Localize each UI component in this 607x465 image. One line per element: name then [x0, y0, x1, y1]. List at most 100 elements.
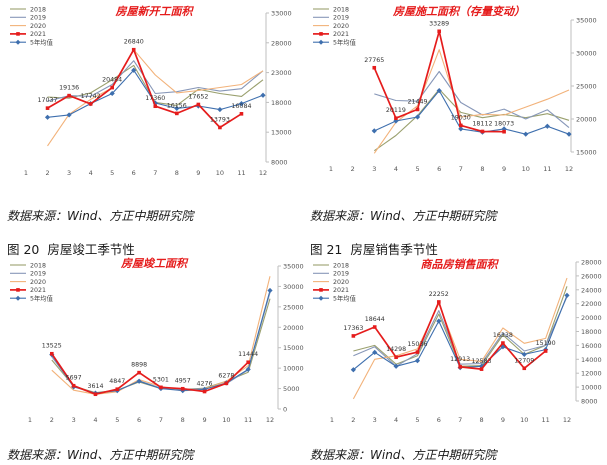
legend-label: 2020	[30, 279, 46, 286]
figure-title: 房屋竣工季节性	[47, 242, 135, 257]
x-tick-label: 6	[437, 416, 441, 424]
data-point-2021	[543, 349, 548, 353]
x-tick-label: 8	[480, 165, 484, 173]
x-tick-label: 9	[196, 169, 200, 177]
y-tick-label: 28000	[581, 259, 602, 267]
legend-label: 2019	[30, 15, 46, 22]
x-tick-label: 10	[222, 416, 230, 424]
data-point-2021	[522, 366, 527, 371]
series-line-2020	[352, 277, 568, 400]
legend-label: 5年均值	[333, 294, 357, 303]
y-tick-label: 10000	[581, 384, 602, 392]
x-tick-label: 12	[266, 416, 274, 424]
data-point-2021	[45, 106, 50, 110]
data-point-2021	[415, 350, 420, 354]
data-point-avg	[371, 128, 377, 134]
data-label: 15036	[407, 341, 427, 348]
data-label: 22252	[429, 291, 449, 298]
x-tick-label: 1	[24, 169, 28, 177]
data-point-avg	[436, 88, 442, 94]
data-point-2021	[110, 85, 114, 90]
x-tick-label: 12	[259, 169, 267, 177]
data-point-2021	[50, 351, 54, 356]
legend-marker	[319, 32, 323, 36]
data-label: 33289	[429, 20, 449, 27]
y-tick-label: 24000	[581, 286, 602, 294]
data-label: 5301	[153, 376, 169, 383]
data-label: 17360	[145, 95, 165, 102]
data-point-2021	[88, 102, 93, 106]
data-label: 19136	[59, 85, 79, 92]
x-tick-label: 12	[563, 416, 571, 424]
legend-label: 2020	[30, 23, 46, 30]
legend-label: 2020	[333, 23, 349, 30]
x-tick-label: 11	[237, 169, 245, 177]
chart-sales-area: 商品房销售面积 8000 10000 12000 14000 16000 18000 2000…	[303, 256, 607, 434]
series-line-2020	[373, 49, 570, 154]
y-tick-label: 15000	[283, 344, 304, 352]
data-label: 16084	[231, 103, 251, 110]
legend-marker	[319, 288, 323, 292]
data-point-2021	[415, 107, 420, 112]
legend-marker	[318, 39, 324, 45]
source-note: 数据来源：Wind、方正中期研究院	[7, 448, 194, 462]
data-point-avg	[174, 105, 180, 111]
data-point-2021	[159, 385, 163, 390]
data-point-2021	[480, 129, 485, 134]
data-point-avg	[436, 318, 442, 324]
y-tick-label: 18000	[271, 99, 292, 107]
legend-marker	[16, 32, 20, 36]
y-tick-label: 15000	[576, 149, 597, 157]
data-point-avg	[521, 351, 527, 358]
data-label: 13525	[42, 343, 62, 350]
data-label: 13793	[210, 116, 230, 123]
series-line-2019	[47, 60, 264, 102]
data-point-2021	[131, 47, 136, 52]
x-tick-label: 6	[437, 165, 441, 173]
y-tick-label: 22000	[581, 300, 602, 308]
legend-label: 5年均值	[30, 38, 54, 47]
data-point-2021	[115, 387, 120, 391]
series-line-2020	[47, 49, 264, 147]
x-tick-label: 1	[28, 416, 32, 424]
x-tick-label: 10	[520, 416, 528, 424]
x-tick-label: 8	[175, 169, 179, 177]
y-tick-label: 12000	[581, 370, 602, 378]
x-tick-label: 5	[110, 169, 114, 177]
x-tick-label: 5	[415, 165, 419, 173]
data-point-avg	[564, 292, 570, 298]
y-tick-label: 20000	[581, 314, 602, 322]
chart-title: 房屋新开工面积	[115, 5, 195, 18]
y-tick-label: 35000	[576, 17, 597, 25]
series-line-avg	[374, 90, 570, 135]
data-point-2021	[394, 116, 398, 121]
x-tick-label: 2	[351, 165, 355, 173]
data-point-2021	[372, 325, 377, 329]
data-point-avg	[523, 131, 529, 137]
y-tick-label: 25000	[576, 83, 597, 91]
y-tick-label: 18000	[581, 328, 602, 336]
data-label: 20119	[386, 107, 406, 114]
source-note: 数据来源：Wind、方正中期研究院	[310, 209, 497, 223]
legend-label: 2019	[333, 15, 349, 22]
data-label: 15190	[536, 340, 556, 347]
series-line-2018	[353, 286, 568, 367]
y-tick-label: 14000	[581, 356, 602, 364]
data-label: 18644	[365, 316, 385, 323]
x-tick-label: 1	[329, 165, 333, 173]
x-tick-label: 7	[459, 165, 463, 173]
data-label: 17363	[343, 325, 363, 332]
data-point-avg	[217, 106, 223, 113]
y-tick-label: 33000	[271, 10, 292, 18]
legend-marker	[16, 288, 20, 292]
data-label: 26840	[124, 39, 144, 46]
data-point-2021	[67, 93, 71, 98]
data-point-2021	[71, 383, 76, 388]
y-tick-label: 8000	[581, 398, 598, 406]
x-tick-label: 3	[373, 416, 377, 424]
legend-label: 2021	[30, 31, 46, 38]
data-label: 17742	[81, 93, 101, 100]
source-note: 数据来源：Wind、方正中期研究院	[7, 209, 194, 223]
x-tick-label: 7	[159, 416, 163, 424]
